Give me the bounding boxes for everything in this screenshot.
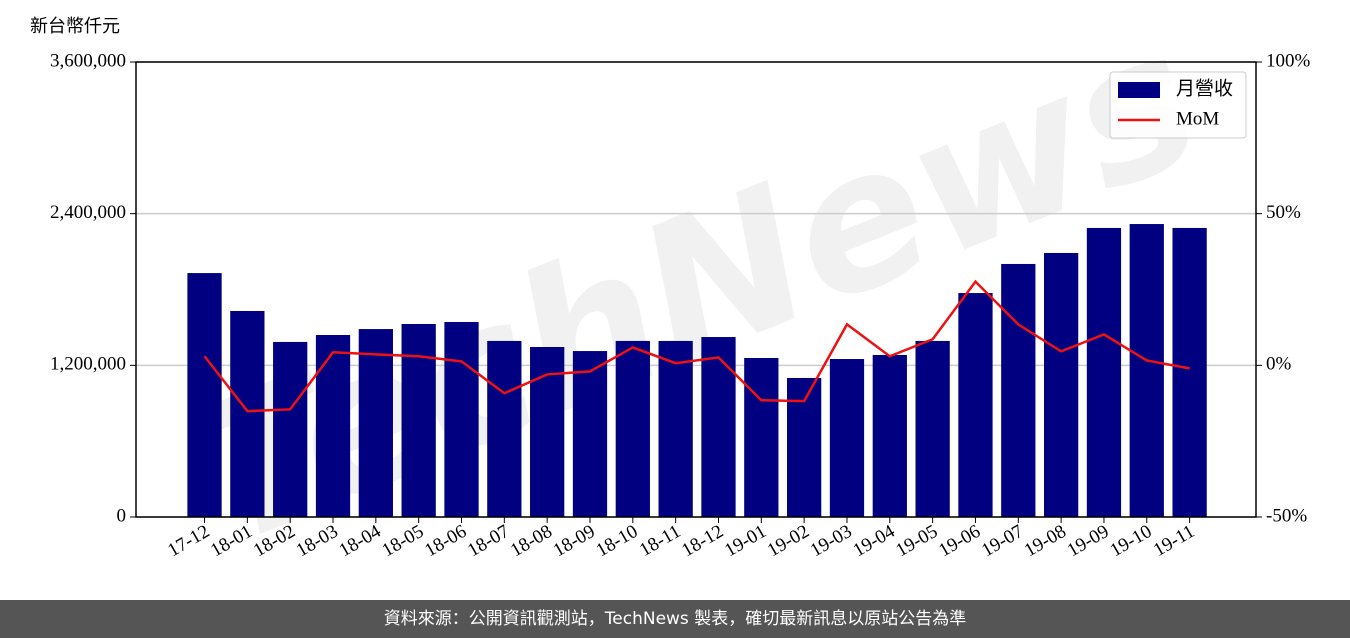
line (203, 279, 1190, 413)
x-tick-label: 19-10 (1107, 521, 1156, 561)
y2-tick-label: 0% (1266, 354, 1292, 375)
y-axis-label: 新台幣仟元 (30, 16, 120, 37)
x-tick-label: 19-07 (978, 521, 1027, 561)
bar (915, 340, 950, 517)
bar (315, 335, 351, 517)
bar (1172, 227, 1207, 517)
legend-label: MoM (1176, 108, 1219, 129)
bar (230, 310, 265, 517)
y-tick-label: 1,200,000 (50, 354, 126, 375)
y-tick-label: 2,400,000 (50, 202, 126, 223)
bar (444, 321, 479, 517)
plot-frame (135, 61, 1257, 518)
bar (1001, 263, 1036, 517)
bar (872, 354, 907, 517)
bar (358, 329, 393, 517)
chart: 新台幣仟元 TechNews 01,200,0002,400,0003,600,… (30, 0, 1311, 588)
x-tick-label: 18-09 (550, 521, 599, 561)
x-tick-label: 19-05 (892, 521, 941, 561)
bar (958, 293, 993, 517)
bar (829, 359, 865, 517)
bar (401, 324, 436, 517)
bar (187, 273, 222, 517)
y2-tick-label: 50% (1266, 202, 1301, 223)
y-tick-label: 0 (117, 505, 127, 526)
footer: 資料來源：公開資訊觀測站，TechNews 製表，確切最新訊息以原站公告為準 (0, 600, 1350, 638)
bar (572, 351, 608, 517)
bar (744, 358, 779, 517)
x-tick-label: 18-08 (507, 521, 556, 561)
x-tick-label: 19-04 (850, 521, 899, 562)
x-tick-label: 19-06 (935, 521, 984, 561)
x-tick-label: 18-11 (636, 521, 684, 561)
bar (1129, 224, 1164, 517)
x-tick-label: 18-10 (593, 521, 642, 561)
x-tick-label: 19-03 (807, 521, 856, 561)
x-tick-label: 17-12 (164, 521, 213, 561)
x-tick-label: 18-06 (421, 521, 470, 561)
x-tick-label: 19-01 (721, 521, 770, 561)
bar (1086, 227, 1122, 517)
bar (487, 340, 522, 517)
legend-label: 月營收 (1176, 77, 1233, 99)
x-tick-label: 19-11 (1150, 521, 1198, 561)
bar (658, 340, 693, 517)
y2-tick-label: -50% (1266, 505, 1307, 526)
x-tick-label: 18-12 (678, 521, 727, 561)
x-tick-label: 18-07 (464, 521, 513, 561)
bar (701, 337, 736, 517)
x-tick-label: 19-08 (1021, 521, 1070, 561)
y2-tick-label: 100% (1266, 50, 1311, 71)
x-tick-label: 19-09 (1064, 521, 1113, 561)
bar (615, 340, 650, 517)
legend-swatch (1118, 82, 1160, 98)
bar (273, 341, 308, 517)
x-tick-label: 19-02 (764, 521, 813, 561)
bar (1043, 252, 1079, 517)
y-tick-label: 3,600,000 (50, 50, 126, 71)
